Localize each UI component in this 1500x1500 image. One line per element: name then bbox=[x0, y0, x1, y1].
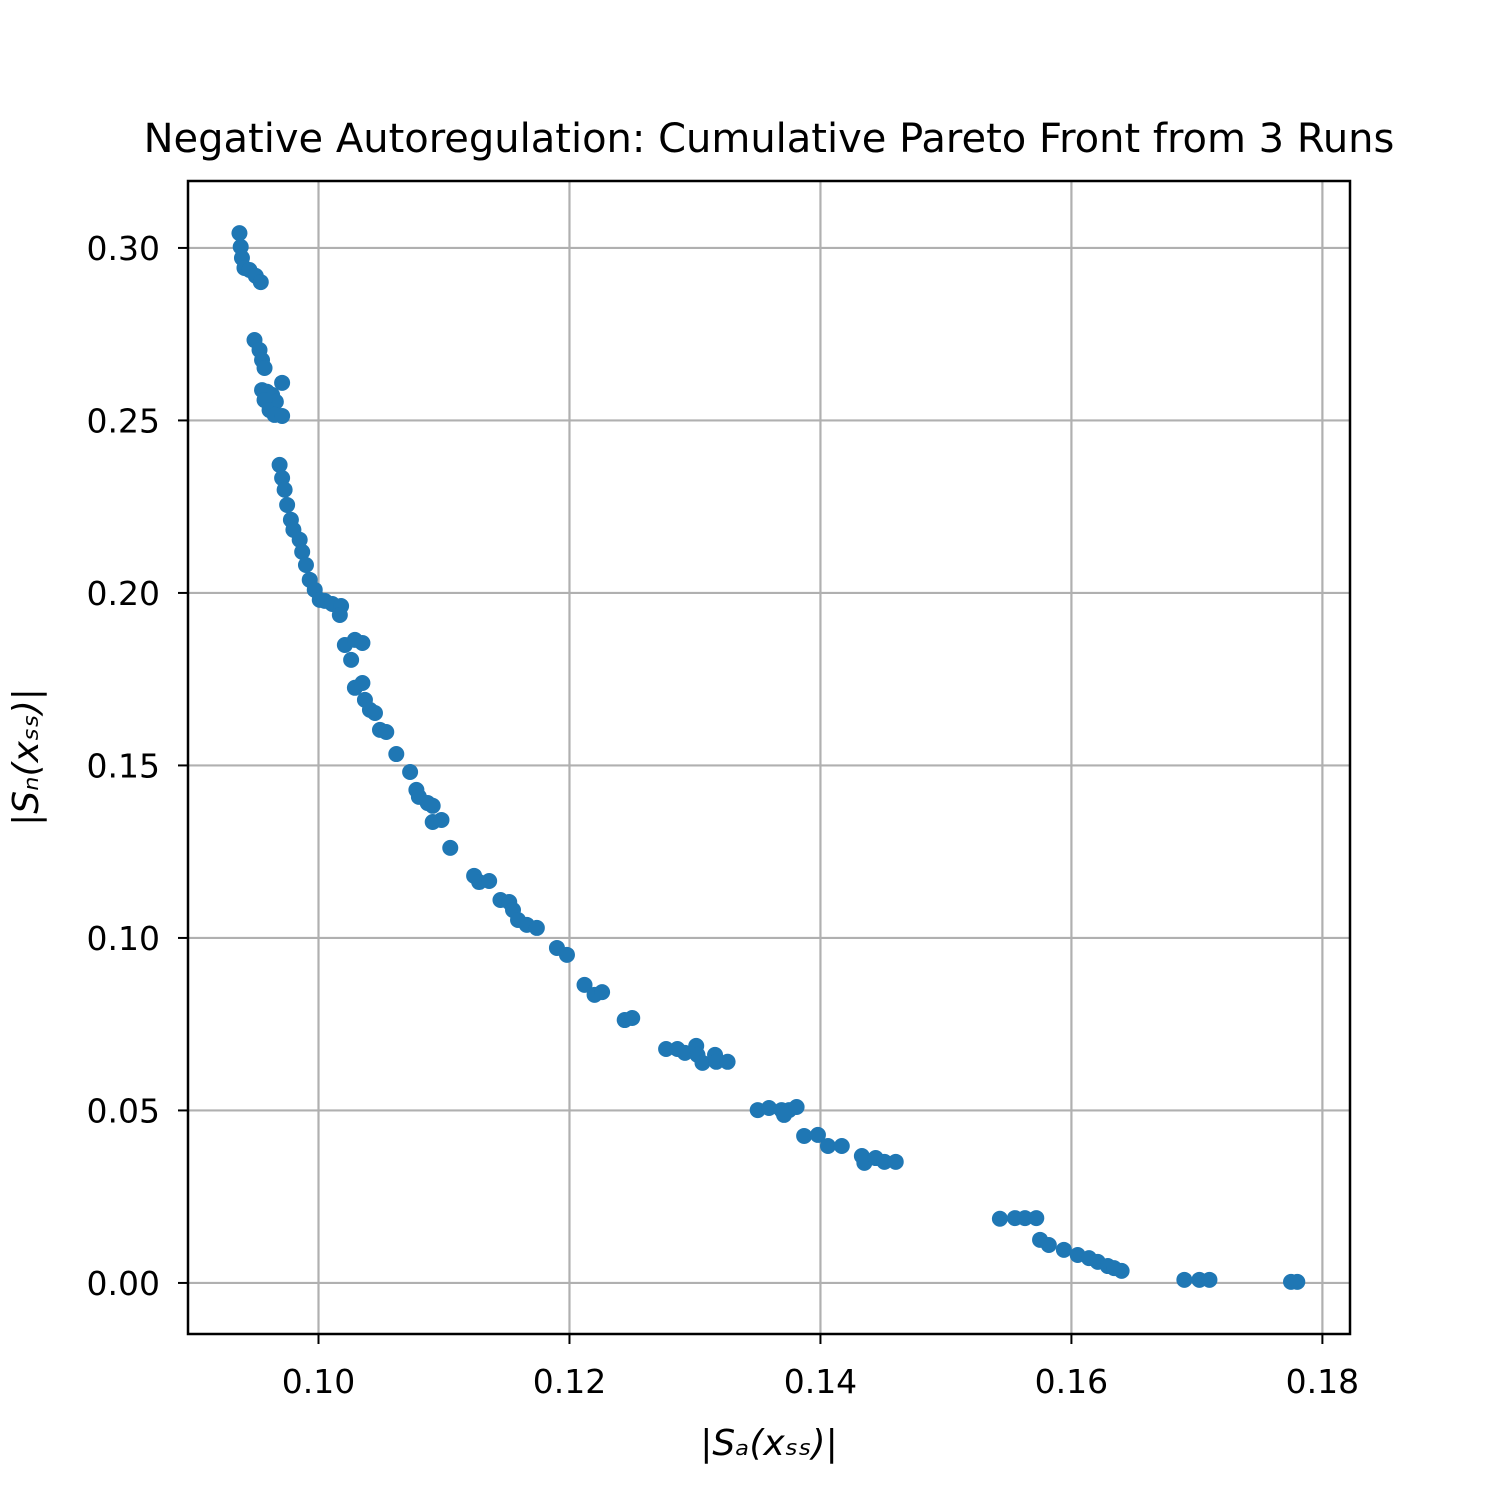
point bbox=[231, 225, 248, 242]
x-tick-label: 0.12 bbox=[533, 1362, 606, 1401]
point bbox=[481, 873, 498, 890]
point bbox=[1176, 1271, 1193, 1288]
point bbox=[719, 1053, 736, 1070]
point bbox=[594, 984, 611, 1001]
y-tick-label: 0.15 bbox=[87, 746, 160, 785]
point bbox=[354, 674, 371, 691]
point bbox=[1055, 1241, 1072, 1258]
point bbox=[1040, 1236, 1057, 1253]
point bbox=[442, 839, 459, 856]
x-tick-label: 0.10 bbox=[282, 1362, 355, 1401]
point bbox=[694, 1054, 711, 1071]
point bbox=[658, 1041, 675, 1058]
point bbox=[809, 1126, 826, 1143]
y-tick-label: 0.25 bbox=[87, 401, 160, 440]
x-tick-label: 0.16 bbox=[1035, 1362, 1108, 1401]
point bbox=[708, 1053, 725, 1070]
point bbox=[274, 374, 291, 391]
chart-title: Negative Autoregulation: Cumulative Pare… bbox=[144, 116, 1395, 162]
y-tick-label: 0.20 bbox=[87, 574, 160, 613]
point bbox=[291, 531, 308, 548]
point bbox=[331, 607, 348, 624]
point bbox=[366, 704, 383, 721]
point bbox=[297, 556, 314, 573]
point bbox=[761, 1100, 777, 1117]
point bbox=[276, 481, 293, 498]
point bbox=[776, 1106, 793, 1123]
point bbox=[558, 946, 575, 963]
plot-frame bbox=[186, 179, 1352, 1336]
point bbox=[378, 723, 395, 740]
point bbox=[624, 1009, 641, 1026]
y-tick-label: 0.30 bbox=[87, 229, 160, 268]
x-axis-label: |Sₐ(xₛₛ)| bbox=[700, 1423, 837, 1464]
point bbox=[1201, 1271, 1218, 1288]
point bbox=[788, 1098, 805, 1115]
x-tick-label: 0.18 bbox=[1286, 1362, 1359, 1401]
point bbox=[1028, 1210, 1045, 1227]
point bbox=[887, 1153, 904, 1170]
point bbox=[876, 1153, 893, 1170]
point bbox=[833, 1137, 850, 1154]
point bbox=[433, 811, 450, 828]
grid bbox=[188, 181, 1350, 1334]
points bbox=[231, 225, 1306, 1290]
point bbox=[1016, 1210, 1033, 1227]
x-tick-label: 0.14 bbox=[784, 1362, 857, 1401]
y-tick-label: 0.10 bbox=[87, 919, 160, 958]
point bbox=[388, 746, 405, 763]
point bbox=[819, 1137, 836, 1154]
point bbox=[991, 1210, 1008, 1227]
point bbox=[1113, 1262, 1130, 1279]
point bbox=[354, 634, 371, 651]
y-axis-label: |Sₙ(xₛₛ)| bbox=[6, 688, 47, 826]
point bbox=[576, 976, 593, 993]
point bbox=[252, 274, 269, 291]
point bbox=[402, 763, 419, 780]
point bbox=[294, 543, 311, 560]
point bbox=[274, 407, 291, 424]
point bbox=[343, 651, 360, 668]
ticks: 0.10 0.12 0.14 0.16 0.18 0.00 0.05 0.10 0.15 0.20… bbox=[87, 229, 1360, 1401]
point bbox=[1289, 1273, 1306, 1290]
point bbox=[271, 456, 288, 473]
y-tick-label: 0.00 bbox=[87, 1264, 160, 1303]
point bbox=[279, 496, 296, 513]
point bbox=[256, 359, 273, 376]
point bbox=[424, 797, 441, 814]
point bbox=[528, 919, 545, 936]
point bbox=[796, 1127, 813, 1144]
y-tick-label: 0.05 bbox=[87, 1091, 160, 1130]
